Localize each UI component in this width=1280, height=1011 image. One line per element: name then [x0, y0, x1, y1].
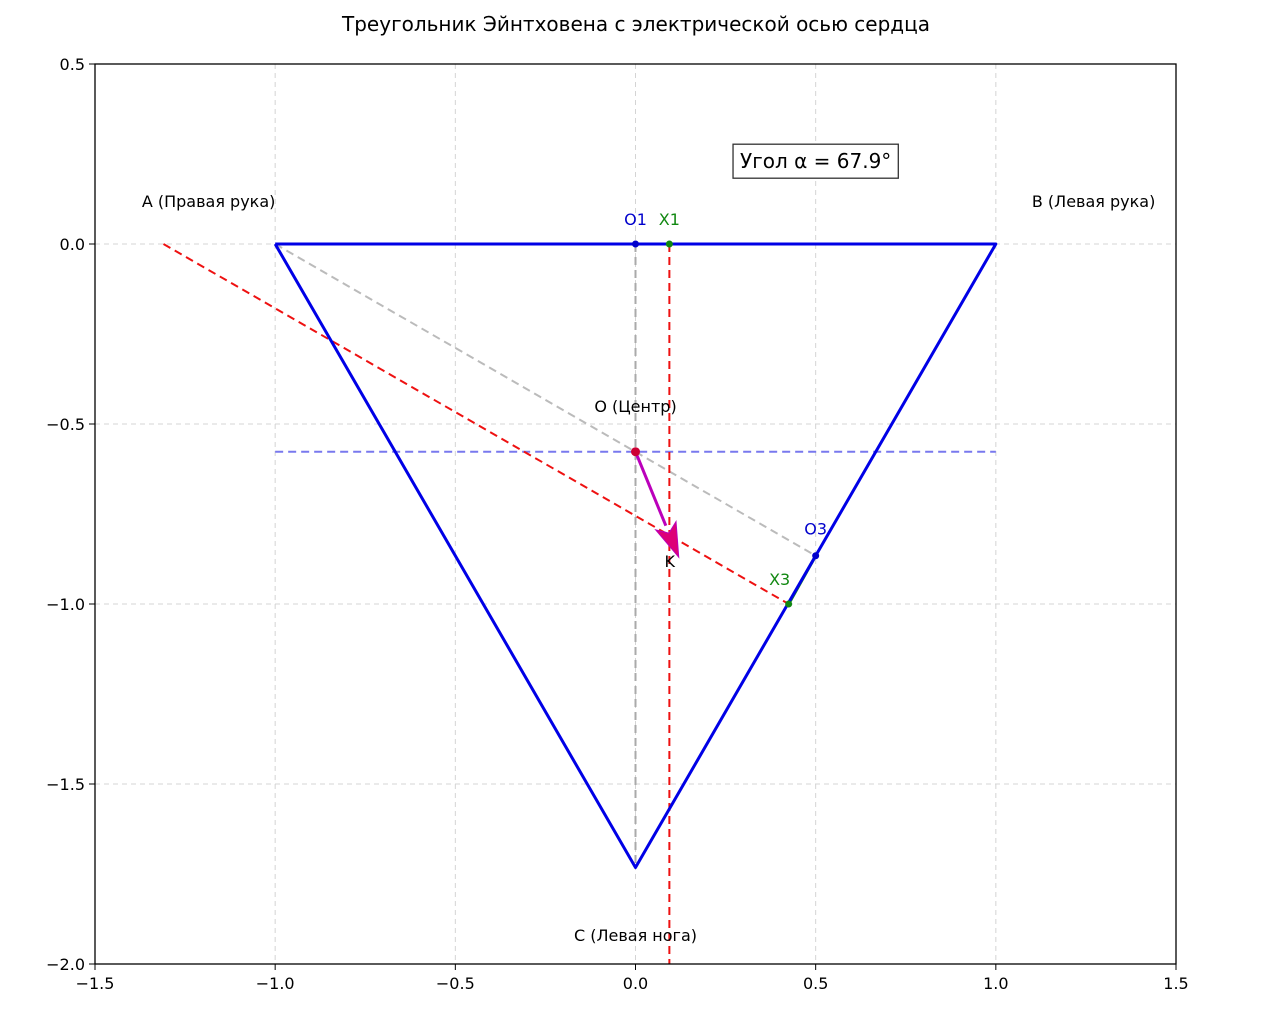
- y-tick-label: −2.0: [46, 955, 85, 974]
- angle-box: Угол α = 67.9°: [732, 143, 899, 179]
- x-tick-label: −1.0: [256, 974, 295, 993]
- label-X3-label: X3: [769, 570, 790, 589]
- label-O1-label: O1: [624, 210, 647, 229]
- x-tick-label: 0.0: [623, 974, 648, 993]
- point-X3: [785, 600, 793, 608]
- series-median-a-o3: [274, 243, 817, 557]
- point-layer: [631, 240, 820, 608]
- point-X1: [665, 240, 673, 248]
- chart-title: Треугольник Эйнтховена с электрической о…: [341, 12, 930, 36]
- y-tick-label: −0.5: [46, 415, 85, 434]
- label-K-label: K: [664, 552, 675, 571]
- x-tick-label: −1.5: [76, 974, 115, 993]
- label-B: B (Левая рука): [1032, 192, 1155, 211]
- angle-box-text: Угол α = 67.9°: [740, 149, 891, 173]
- angle-box-frame: [732, 143, 899, 179]
- series-perpendicular-x3: [162, 243, 790, 605]
- y-tick-label: 0.0: [60, 235, 85, 254]
- y-tick-label: 0.5: [60, 55, 85, 74]
- label-O3-label: O3: [804, 519, 827, 538]
- point-O: [631, 447, 640, 457]
- label-X1-label: X1: [659, 210, 680, 229]
- point-O1: [632, 240, 639, 248]
- x-tick-label: −0.5: [436, 974, 475, 993]
- axis-arrow-shaft: [634, 451, 668, 527]
- x-tick-label: 1.5: [1163, 974, 1188, 993]
- y-tick-label: −1.5: [46, 775, 85, 794]
- label-O-label: O (Центр): [594, 397, 676, 416]
- x-tick-label: 1.0: [983, 974, 1008, 993]
- label-A: A (Правая рука): [142, 192, 276, 211]
- label-C: C (Левая нога): [574, 926, 697, 945]
- x-tick-label: 0.5: [803, 974, 828, 993]
- tick-layer: −1.5 −1.0 −0.5 0.0 0.5 1.0 1.5 0.5 0.0 −0.5 −1.0 −1…: [46, 55, 1189, 993]
- axis-arrow-head: [654, 519, 680, 559]
- label-layer: A (Правая рука) B (Левая рука) C (Левая но…: [142, 143, 1155, 945]
- y-tick-label: −1.0: [46, 595, 85, 614]
- point-O3: [812, 552, 820, 560]
